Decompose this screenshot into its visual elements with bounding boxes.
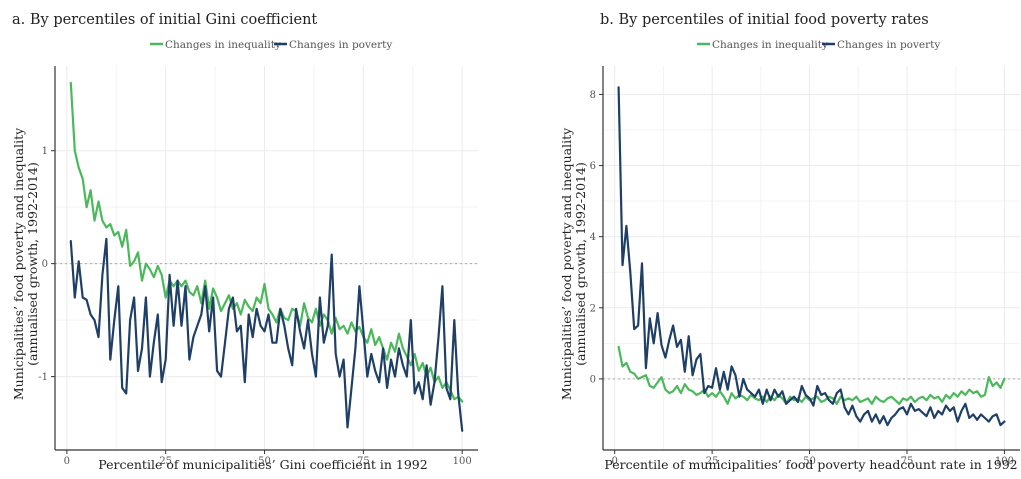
panel-b-chart: b. By percentiles of initial food povert… bbox=[559, 12, 1020, 472]
panel-a-series-inequality-line bbox=[69, 81, 464, 403]
panel-b-x-tick-label: 100 bbox=[995, 456, 1014, 467]
legend-label-poverty: Changes in poverty bbox=[837, 39, 940, 51]
panel-b-legend: Changes in inequality Changes in poverty bbox=[697, 39, 940, 51]
panel-b-series-poverty-line bbox=[617, 86, 1006, 427]
panel-a-y-tick-label: -1 bbox=[38, 372, 48, 383]
panel-a-y-tick-label: 1 bbox=[42, 146, 48, 157]
legend-label-inequality: Changes in inequality bbox=[712, 39, 828, 51]
panel-a-x-tick-label: 25 bbox=[159, 456, 172, 467]
panel-b-y-tick-label: 8 bbox=[590, 90, 596, 101]
panel-b-x-tick-label: 50 bbox=[803, 456, 816, 467]
panel-a-y-axis-title-line1: Municipalities’ food poverty and inequal… bbox=[11, 127, 26, 400]
panel-a-legend: Changes in inequality Changes in poverty bbox=[150, 39, 392, 51]
panel-b-x-tick-label: 75 bbox=[901, 456, 914, 467]
panel-b-y-tick-label: 6 bbox=[590, 161, 596, 172]
panel-b-y-tick-label: 0 bbox=[590, 374, 596, 385]
panel-a-x-axis-title: Percentile of municipalities’ Gini coeff… bbox=[98, 457, 427, 472]
panel-b-title: b. By percentiles of initial food povert… bbox=[600, 12, 929, 28]
panel-b-x-axis-title: Percentile of municipalities’ food pover… bbox=[604, 457, 1017, 472]
panel-a-y-axis-title-line2: (annualised growth, 1992-2014) bbox=[25, 162, 40, 366]
panel-a-y-tick-label: 0 bbox=[42, 259, 48, 270]
panel-b-y-axis-title-line1: Municipalities’ food poverty and inequal… bbox=[559, 127, 574, 400]
panel-a-x-tick-label: 50 bbox=[258, 456, 271, 467]
panel-b-y-tick-label: 4 bbox=[590, 232, 596, 243]
panel-a-x-tick-label: 75 bbox=[357, 456, 370, 467]
panel-b-x-tick-label: 0 bbox=[612, 456, 618, 467]
legend-label-inequality: Changes in inequality bbox=[165, 39, 281, 51]
legend-label-poverty: Changes in poverty bbox=[289, 39, 392, 51]
panel-b-y-axis-title-line2: (annualised growth, 1992-2014) bbox=[573, 162, 588, 366]
panel-b-x-tick-label: 25 bbox=[706, 456, 719, 467]
panel-a-x-tick-label: 100 bbox=[453, 456, 472, 467]
panel-a-chart: a. By percentiles of initial Gini coeffi… bbox=[11, 12, 478, 472]
panel-a-title: a. By percentiles of initial Gini coeffi… bbox=[12, 12, 317, 28]
panel-a-x-tick-label: 0 bbox=[64, 456, 70, 467]
panel-b-series-inequality-line bbox=[617, 345, 1006, 405]
panel-a-series-poverty-line bbox=[69, 237, 464, 432]
panel-b-y-tick-label: 2 bbox=[590, 303, 596, 314]
